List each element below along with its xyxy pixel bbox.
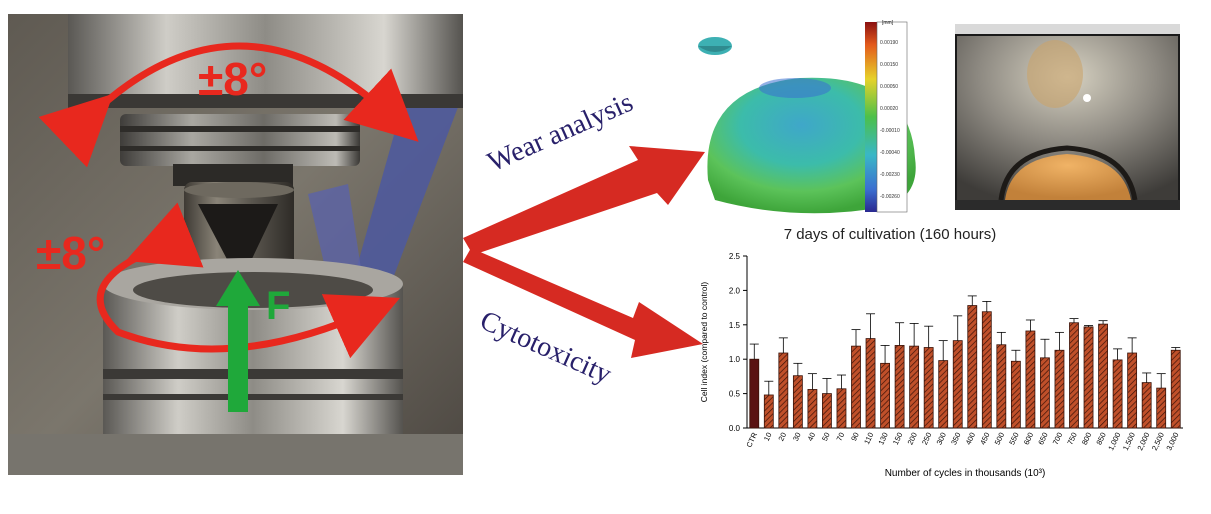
wear-scale-tick: 0.00050 xyxy=(880,84,899,90)
bar xyxy=(763,394,774,429)
test-rig-photo: ±8° ±8° F xyxy=(8,14,463,475)
bar xyxy=(1069,322,1079,429)
x-tick-label: 10 xyxy=(762,431,774,442)
wear-scale-unit: [mm] xyxy=(882,20,894,26)
wear-scale-tick: -0.00010 xyxy=(880,128,900,134)
x-tick-label: 600 xyxy=(1022,431,1035,446)
x-tick-label: 3,000 xyxy=(1164,431,1180,452)
wear-scale-tick: 0.00150 xyxy=(880,62,899,68)
x-tick-label: 700 xyxy=(1051,431,1064,446)
bar xyxy=(1170,349,1181,429)
x-tick-label: 250 xyxy=(920,431,933,446)
bar xyxy=(792,375,803,429)
x-tick-label: 70 xyxy=(835,431,847,442)
x-tick-label: 400 xyxy=(964,431,977,446)
wear-scale-tick: 0.00020 xyxy=(880,106,899,112)
split-arrows-graphic xyxy=(463,146,705,358)
bar xyxy=(923,347,934,429)
bar xyxy=(909,345,920,429)
wear-scale-tick: -0.00230 xyxy=(880,172,900,178)
wear-map-graphic xyxy=(698,21,916,214)
y-tick-label: 2.0 xyxy=(729,286,741,295)
x-tick-label: 450 xyxy=(978,431,991,446)
x-tick-label: 130 xyxy=(876,431,889,446)
rig-illustration xyxy=(8,14,463,475)
bar xyxy=(865,338,876,429)
bar xyxy=(807,389,818,429)
x-tick-label: 800 xyxy=(1080,431,1093,446)
cell-index-chart: 0.0 0.5 1.0 1.5 2.0 2.5 CTR 10 20 30 40 50 70 90 110 13… xyxy=(695,248,1195,486)
y-axis-title: Cell index (compared to control) xyxy=(699,282,709,403)
bar xyxy=(1083,326,1094,429)
x-tick-label: 350 xyxy=(949,431,962,446)
x-tick-label: 850 xyxy=(1094,431,1107,446)
x-tick-label: 150 xyxy=(891,431,904,446)
x-tick-label: 110 xyxy=(862,431,875,446)
x-tick-label: 30 xyxy=(791,431,803,442)
bar xyxy=(1040,357,1050,429)
cultivation-label: 7 days of cultivation (160 hours) xyxy=(783,226,997,243)
y-tick-label: 1.0 xyxy=(729,355,741,364)
x-tick-label: 500 xyxy=(993,431,1006,446)
bar xyxy=(1010,360,1021,429)
x-axis-title: Number of cycles in thousands (10³) xyxy=(885,468,1046,479)
bar xyxy=(1141,382,1152,429)
bar xyxy=(851,345,861,429)
bar xyxy=(967,305,978,429)
bar xyxy=(836,388,847,429)
bar xyxy=(938,360,949,429)
chart-svg: 0.0 0.5 1.0 1.5 2.0 2.5 CTR 10 20 30 40 50 70 90 110 13… xyxy=(699,252,1183,479)
force-label: F xyxy=(266,284,291,328)
bar xyxy=(1025,330,1036,429)
y-tick-label: 2.5 xyxy=(729,252,741,261)
x-tick-label: 50 xyxy=(820,431,832,442)
flow-arrows: Wear analysis Cytotoxicity xyxy=(463,0,723,509)
bar xyxy=(1156,387,1167,429)
x-tick-label: 20 xyxy=(776,431,788,442)
y-tick-label: 0.0 xyxy=(729,424,741,433)
top-angle-label: ±8° xyxy=(198,53,268,105)
x-tick-label: CTR xyxy=(744,431,759,449)
x-tick-label: 300 xyxy=(935,431,948,446)
x-tick-label: 90 xyxy=(849,431,861,442)
bar xyxy=(778,352,789,429)
bar xyxy=(1112,359,1123,429)
x-tick-label: 200 xyxy=(905,431,918,446)
bar xyxy=(981,311,992,429)
bar xyxy=(894,345,905,429)
bar xyxy=(1098,323,1108,429)
x-tick-label: 40 xyxy=(806,431,818,442)
wear-map: [mm] 0.00190 0.00150 0.00050 0.00020 -0.… xyxy=(690,18,960,223)
bar xyxy=(1054,349,1065,429)
y-tick-label: 0.5 xyxy=(729,390,741,399)
bar xyxy=(952,340,963,429)
bar xyxy=(749,358,760,429)
x-tick-label: 650 xyxy=(1036,431,1049,446)
wear-scale-tick: -0.00260 xyxy=(880,194,900,200)
wear-scale-tick: 0.00190 xyxy=(880,40,899,46)
bar xyxy=(880,362,890,429)
bar xyxy=(1127,352,1138,429)
wear-scale-ticks: 0.00190 0.00150 0.00050 0.00020 -0.00010… xyxy=(880,32,900,208)
x-tick-label: 550 xyxy=(1007,431,1020,446)
y-tick-label: 1.5 xyxy=(729,321,741,330)
side-angle-label: ±8° xyxy=(36,227,106,279)
wear-scale-tick: -0.00040 xyxy=(880,150,900,156)
microscope-graphic xyxy=(955,24,1180,210)
x-tick-label: 750 xyxy=(1065,431,1078,446)
bar xyxy=(822,393,832,429)
bar xyxy=(996,344,1007,429)
microscope-image xyxy=(955,24,1180,210)
